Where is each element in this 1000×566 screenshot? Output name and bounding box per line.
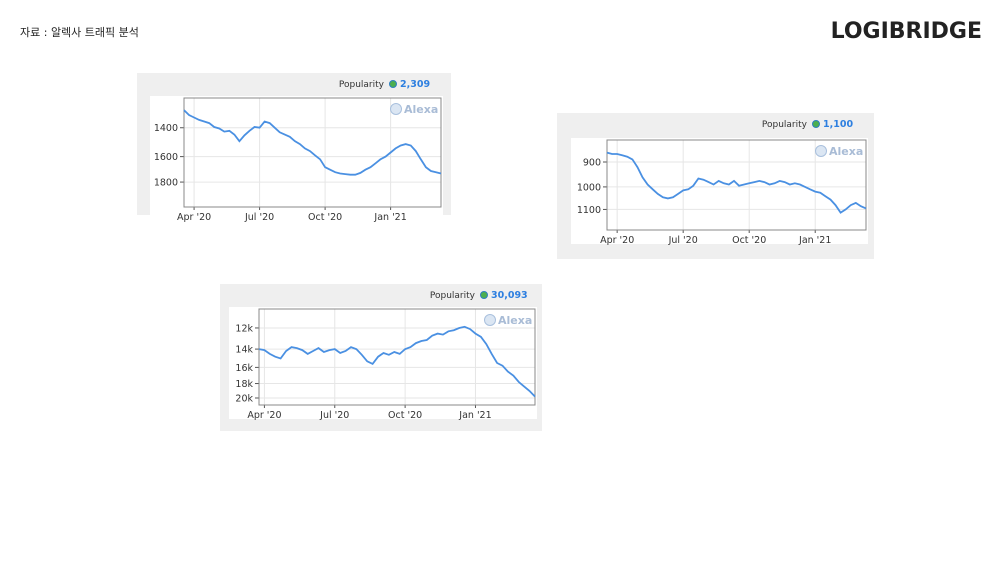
popularity-label: Popularity xyxy=(339,80,385,90)
x-tick-label: Oct '20 xyxy=(308,212,342,223)
series-line xyxy=(183,109,442,176)
plot-frame xyxy=(258,308,536,406)
watermark-icon xyxy=(815,145,827,157)
watermark: Alexa xyxy=(829,145,863,158)
y-tick-label: 14k xyxy=(235,345,253,356)
source-note: 자료 : 알렉사 트래픽 분석 xyxy=(20,25,139,39)
watermark-icon xyxy=(484,314,496,326)
series-line xyxy=(606,151,867,214)
popularity-rank: 30,093 xyxy=(491,290,528,301)
x-tick-label: Jan '21 xyxy=(458,410,491,421)
y-tick-label: 1600 xyxy=(154,152,178,163)
globe-icon xyxy=(812,120,820,128)
popularity-rank: 2,309 xyxy=(400,79,430,90)
popularity-label: Popularity xyxy=(430,291,476,301)
x-tick-label: Jan '21 xyxy=(798,235,831,246)
y-tick-label: 18k xyxy=(235,379,253,390)
plot-frame xyxy=(606,139,867,231)
x-tick-label: Jul '20 xyxy=(319,410,349,421)
plot-bg xyxy=(229,307,537,419)
x-tick-label: Oct '20 xyxy=(732,235,766,246)
chart-panel: Popularity 1,100 900 1000 1100 Apr '20 Jul '20… xyxy=(557,113,874,259)
globe-icon xyxy=(480,291,488,299)
popularity-label: Popularity xyxy=(762,120,808,130)
series-line xyxy=(258,325,536,398)
y-tick-label: 12k xyxy=(235,323,253,334)
y-tick-label: 16k xyxy=(235,363,253,374)
y-tick-label: 1100 xyxy=(577,205,601,216)
x-tick-label: Jan '21 xyxy=(373,212,406,223)
y-tick-label: 1400 xyxy=(154,123,178,134)
x-tick-label: Apr '20 xyxy=(177,212,211,223)
x-tick-label: Jul '20 xyxy=(244,212,274,223)
plot-bg xyxy=(150,96,443,221)
x-tick-label: Apr '20 xyxy=(247,410,281,421)
y-tick-label: 20k xyxy=(235,393,253,404)
y-tick-label: 1800 xyxy=(154,178,178,189)
brand-logo: LOGIBRIDGE xyxy=(831,19,982,44)
watermark-icon xyxy=(390,103,402,115)
globe-icon xyxy=(389,80,397,88)
plot-frame xyxy=(183,97,442,208)
watermark: Alexa xyxy=(404,103,438,116)
popularity-rank: 1,100 xyxy=(823,119,853,130)
y-tick-label: 1000 xyxy=(577,182,601,193)
chart-panel: Popularity 30,093 12k 14k 16k 18k 20k Apr '20 Ju… xyxy=(220,284,542,431)
watermark: Alexa xyxy=(498,314,532,327)
x-tick-label: Jul '20 xyxy=(668,235,698,246)
y-tick-label: 900 xyxy=(583,158,601,169)
x-tick-label: Apr '20 xyxy=(600,235,634,246)
chart-panel: Popularity 2,309 1400 1600 1800 Apr '20 Jul '2… xyxy=(137,73,451,223)
x-tick-label: Oct '20 xyxy=(388,410,422,421)
